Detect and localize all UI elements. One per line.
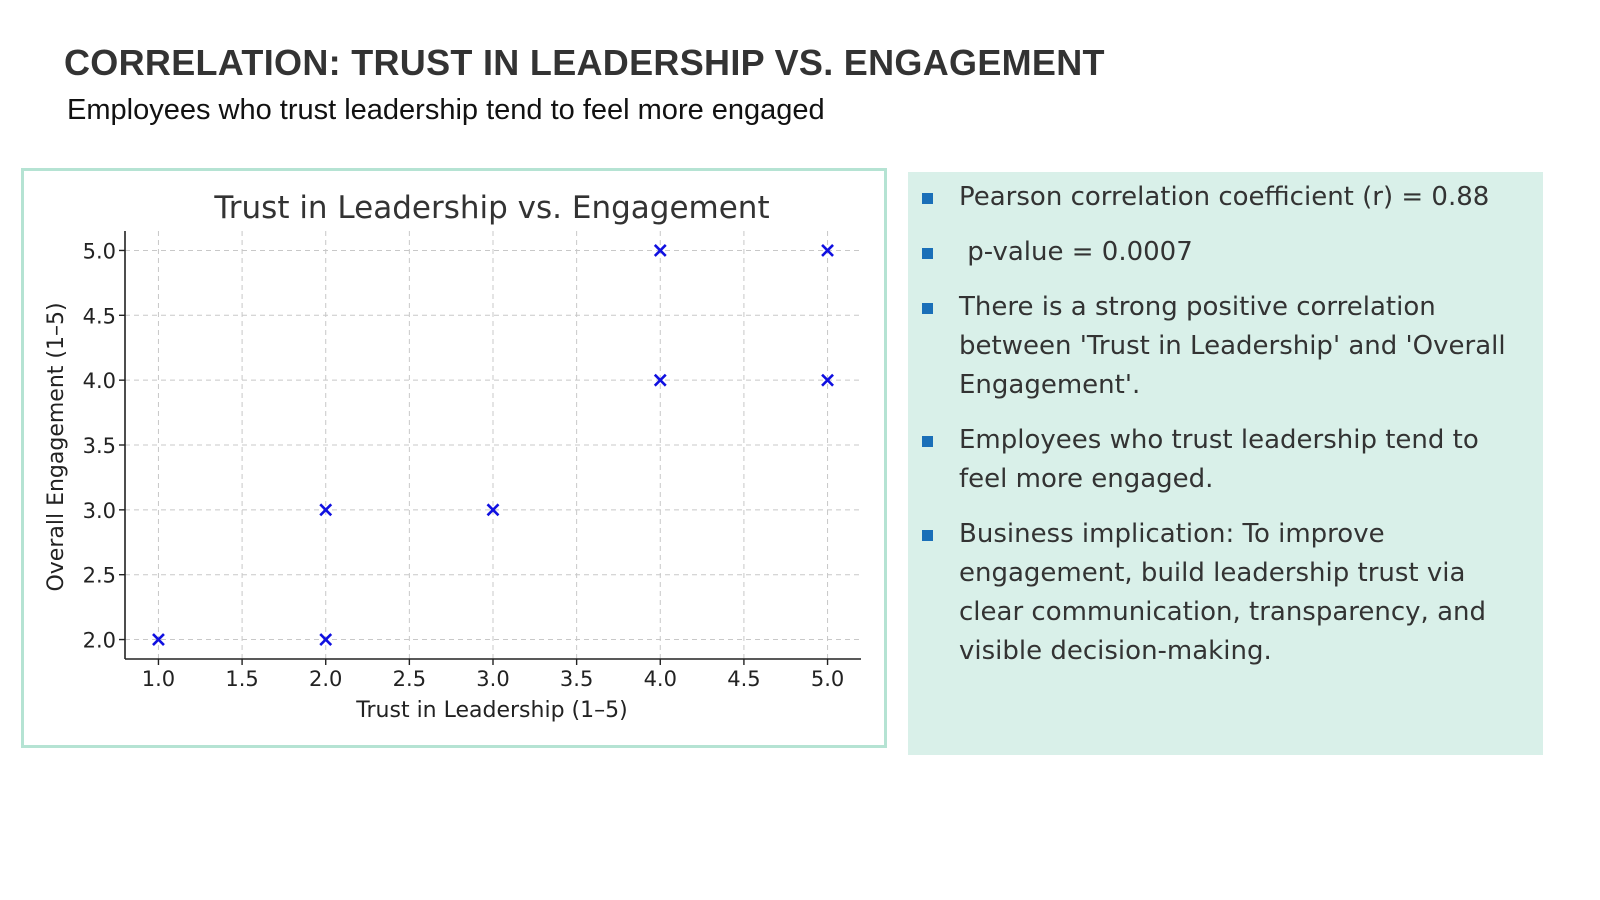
- insight-item: Pearson correlation coefficient (r) = 0.…: [908, 178, 1543, 217]
- data-point: [486, 503, 500, 517]
- data-point: [821, 244, 834, 257]
- insight-text: Business implication: To improve engagem…: [959, 519, 1486, 666]
- y-tick-labels: 2.0 2.5 3.0 3.5 4.0 4.5 5.0: [83, 239, 116, 652]
- insight-item: Employees who trust leadership tend to f…: [908, 421, 1543, 499]
- data-point: [152, 633, 165, 646]
- chart-title: Trust in Leadership vs. Engagement: [213, 190, 769, 226]
- square-bullet-icon: [922, 436, 933, 447]
- scatter-chart: Trust in Leadership vs. Engagement 1.0 1.…: [44, 190, 861, 723]
- insight-text: p-value = 0.0007: [959, 237, 1193, 267]
- x-tick-label: 2.0: [309, 667, 342, 691]
- y-tick-label: 3.5: [83, 434, 116, 458]
- data-points: [152, 244, 834, 646]
- axes: [119, 231, 861, 665]
- data-point-stroke: [486, 503, 500, 517]
- insight-text: Pearson correlation coefficient (r) = 0.…: [959, 182, 1490, 212]
- slide-subtitle: Employees who trust leadership tend to f…: [67, 94, 825, 126]
- y-tick-label: 4.0: [83, 369, 116, 393]
- insight-text: There is a strong positive correlation b…: [959, 292, 1506, 400]
- slide-title: CORRELATION: TRUST IN LEADERSHIP VS. ENG…: [64, 42, 1105, 83]
- insight-panel: Pearson correlation coefficient (r) = 0.…: [908, 172, 1543, 755]
- data-point-stroke: [821, 373, 834, 387]
- x-tick-label: 3.0: [476, 667, 509, 691]
- x-tick-label: 1.0: [142, 667, 175, 691]
- chart-frame: Trust in Leadership vs. Engagement 1.0 1.…: [21, 168, 887, 748]
- insight-item: There is a strong positive correlation b…: [908, 288, 1543, 405]
- data-point-stroke: [821, 244, 834, 257]
- gridlines: [125, 231, 861, 659]
- data-point: [653, 373, 667, 387]
- data-point: [319, 633, 333, 646]
- y-tick-label: 4.5: [83, 304, 116, 328]
- insight-list: Pearson correlation coefficient (r) = 0.…: [908, 178, 1543, 687]
- data-point: [653, 244, 667, 257]
- square-bullet-icon: [922, 193, 933, 204]
- square-bullet-icon: [922, 303, 933, 314]
- square-bullet-icon: [922, 248, 933, 259]
- y-tick-label: 2.0: [83, 629, 116, 653]
- y-axis-label: Overall Engagement (1–5): [44, 302, 69, 591]
- square-bullet-icon: [922, 530, 933, 541]
- insight-item: p-value = 0.0007: [908, 233, 1543, 272]
- x-tick-label: 4.5: [727, 667, 760, 691]
- insight-item: Business implication: To improve engagem…: [908, 515, 1543, 671]
- y-tick-label: 2.5: [83, 564, 116, 588]
- x-tick-labels: 1.0 1.5 2.0 2.5 3.0 3.5 4.0 4.5 5.0: [142, 667, 844, 691]
- x-tick-label: 2.5: [393, 667, 426, 691]
- data-point-stroke: [319, 633, 333, 646]
- data-point: [319, 503, 333, 517]
- x-axis-label: Trust in Leadership (1–5): [355, 698, 627, 723]
- data-point-stroke: [653, 373, 667, 387]
- x-tick-label: 1.5: [225, 667, 258, 691]
- data-point: [821, 373, 834, 387]
- insight-text: Employees who trust leadership tend to f…: [959, 425, 1479, 494]
- data-point-stroke: [653, 244, 667, 257]
- x-tick-label: 4.0: [644, 667, 677, 691]
- x-tick-label: 3.5: [560, 667, 593, 691]
- y-tick-label: 5.0: [83, 239, 116, 263]
- data-point-stroke: [319, 503, 333, 517]
- y-tick-label: 3.0: [83, 499, 116, 523]
- x-tick-label: 5.0: [811, 667, 844, 691]
- data-point-stroke: [152, 633, 165, 646]
